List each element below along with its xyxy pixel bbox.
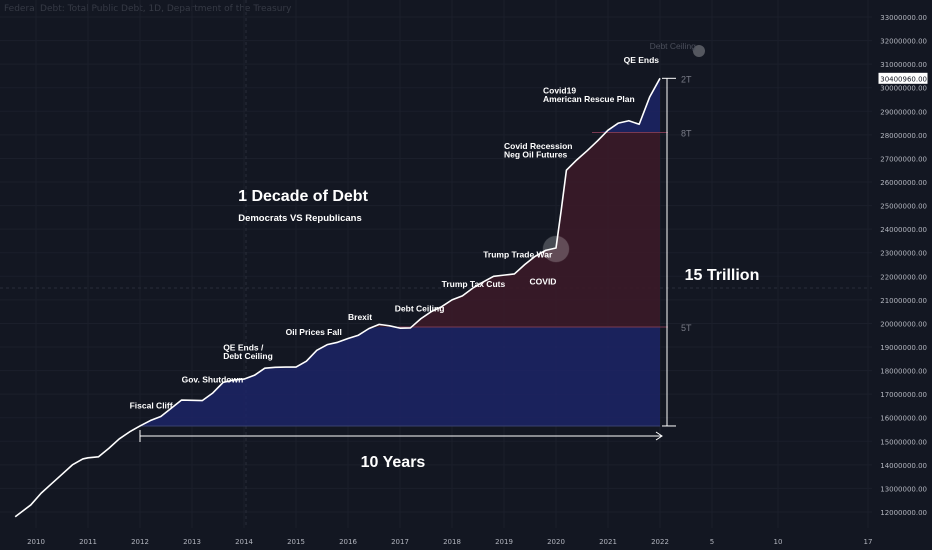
y-tick-label: 27000000.00 <box>880 155 927 163</box>
event-label: Gov. Shutdown <box>182 374 244 384</box>
x-tick-label: 5 <box>710 538 714 546</box>
debt-ceiling-marker <box>693 45 705 57</box>
event-label: Oil Prices Fall <box>286 327 342 337</box>
event-label: Debt Ceiling <box>650 41 697 51</box>
y-tick-label: 24000000.00 <box>880 226 927 234</box>
y-tick-label: 13000000.00 <box>880 485 927 493</box>
event-label: Brexit <box>348 312 372 322</box>
subheadline: Democrats VS Republicans <box>238 213 362 224</box>
y-tick-label: 18000000.00 <box>880 368 927 376</box>
level-label: 8T <box>681 129 692 139</box>
x-tick-label: 2022 <box>651 538 669 546</box>
y-tick-label: 32000000.00 <box>880 38 927 46</box>
x-tick-label: 10 <box>774 538 783 546</box>
x-tick-label: 2021 <box>599 538 617 546</box>
x-tick-label: 17 <box>864 538 873 546</box>
y-tick-label: 31000000.00 <box>880 61 927 69</box>
y-tick-label: 23000000.00 <box>880 250 927 258</box>
x-tick-label: 2019 <box>495 538 513 546</box>
event-label: Trump Trade War <box>483 249 553 259</box>
y-tick-label: 22000000.00 <box>880 273 927 281</box>
level-label: 5T <box>681 323 692 333</box>
y-tick-label: 16000000.00 <box>880 415 927 423</box>
x-tick-label: 2014 <box>235 538 253 546</box>
x-tick-label: 2012 <box>131 538 149 546</box>
y-tick-label: 17000000.00 <box>880 391 927 399</box>
blue-area <box>140 326 660 426</box>
x-tick-label: 2010 <box>27 538 45 546</box>
y-tick-label: 29000000.00 <box>880 108 927 116</box>
x-tick-label: 2015 <box>287 538 305 546</box>
y-tick-label: 12000000.00 <box>880 509 927 517</box>
event-label: Debt Ceiling <box>395 304 445 314</box>
event-label: QE Ends <box>624 55 660 65</box>
event-label: Trump Tax Cuts <box>442 279 506 289</box>
y-tick-label: 26000000.00 <box>880 179 927 187</box>
y-tick-label: 33000000.00 <box>880 14 927 22</box>
y-tick-label: 30000000.00 <box>880 85 927 93</box>
debt-line <box>14 77 661 518</box>
event-label: Covid Recession <box>504 141 573 151</box>
red-area <box>140 132 660 327</box>
y-tick-label: 25000000.00 <box>880 203 927 211</box>
span-y-label: 15 Trillion <box>685 267 760 284</box>
x-tick-label: 2013 <box>183 538 201 546</box>
last-value-label: 30400960.00 <box>880 75 927 83</box>
y-tick-label: 28000000.00 <box>880 132 927 140</box>
chart-title: Federal Debt: Total Public Debt, 1D, Dep… <box>4 4 292 14</box>
y-tick-label: 14000000.00 <box>880 462 927 470</box>
event-label: Debt Ceiling <box>223 351 273 361</box>
y-tick-label: 19000000.00 <box>880 344 927 352</box>
y-tick-label: 15000000.00 <box>880 438 927 446</box>
last-value-box <box>877 71 929 85</box>
horizontal-span-arrow <box>655 431 663 441</box>
x-tick-label: 2017 <box>391 538 409 546</box>
headline: 1 Decade of Debt <box>238 188 368 205</box>
y-tick-label: 20000000.00 <box>880 320 927 328</box>
event-label: Neg Oil Futures <box>504 149 568 159</box>
covid-highlight-circle <box>542 235 570 263</box>
x-tick-label: 2020 <box>547 538 565 546</box>
x-tick-label: 2011 <box>79 538 97 546</box>
level-label: 2T <box>681 74 692 84</box>
grid <box>0 0 872 528</box>
y-tick-label: 21000000.00 <box>880 297 927 305</box>
span-x-label: 10 Years <box>361 454 426 471</box>
event-label: Fiscal Cliff <box>130 400 173 410</box>
x-tick-label: 2016 <box>339 538 357 546</box>
event-label: American Rescue Plan <box>543 94 635 104</box>
event-label: QE Ends / <box>223 343 264 353</box>
event-label: Covid19 <box>543 86 576 96</box>
x-tick-label: 2018 <box>443 538 461 546</box>
event-label: COVID <box>530 277 557 287</box>
